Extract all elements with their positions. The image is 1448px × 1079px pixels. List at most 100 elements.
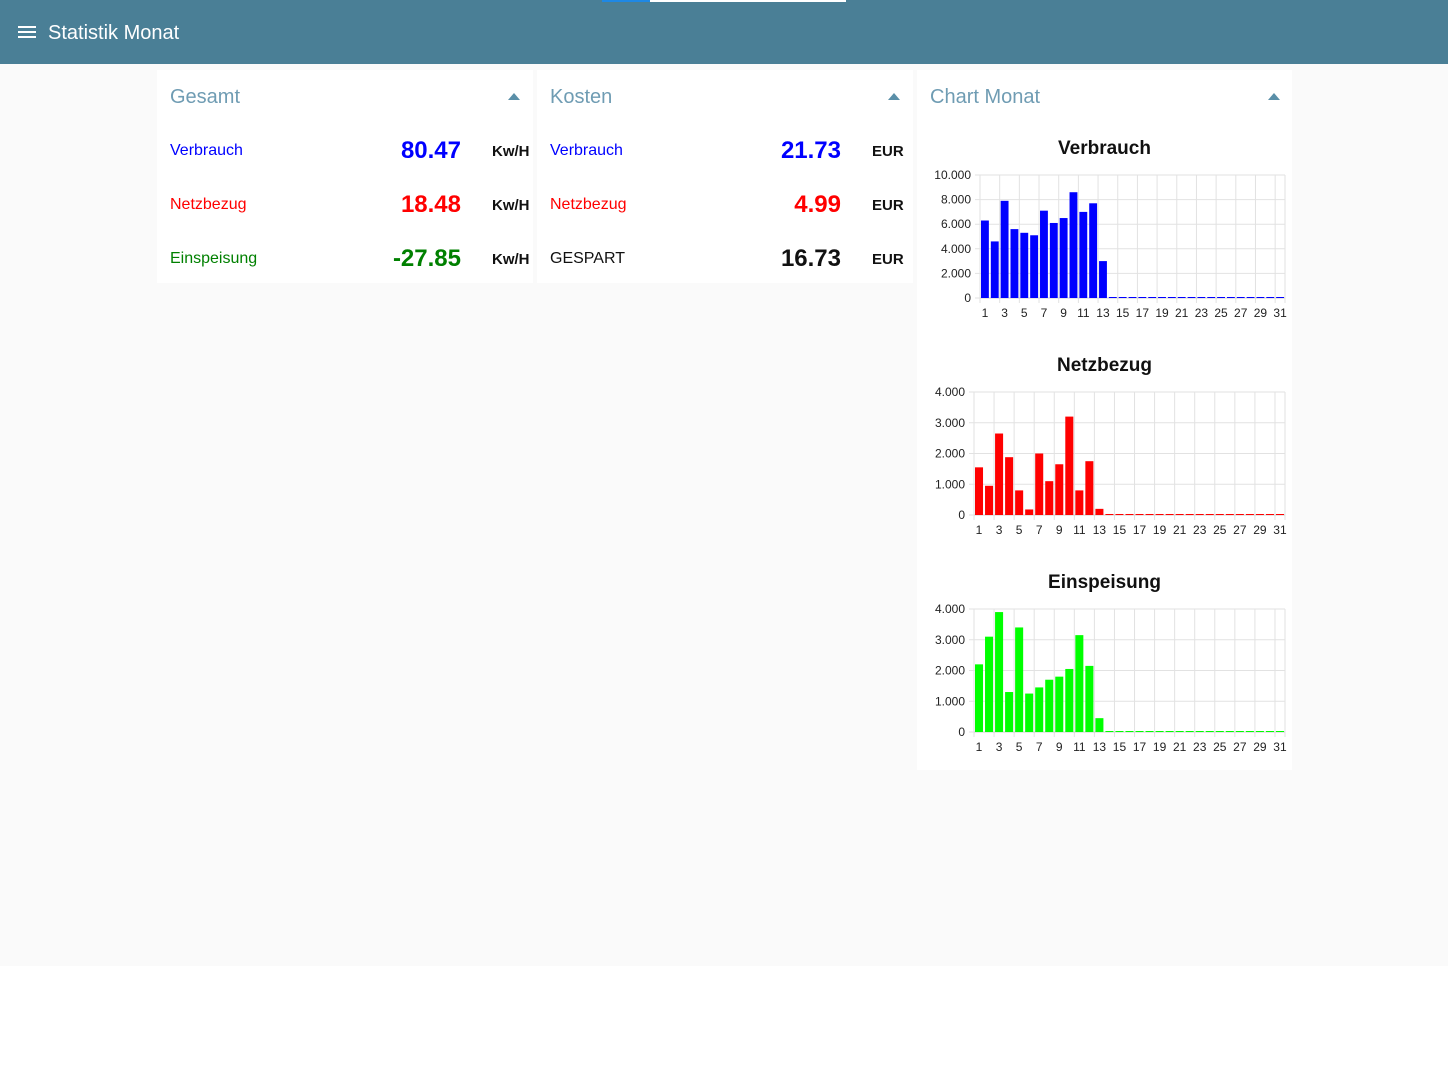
x-tick-label: 9 bbox=[1060, 306, 1067, 320]
y-tick-label: 3.000 bbox=[935, 633, 965, 647]
card-title: Gesamt bbox=[170, 86, 241, 108]
bar bbox=[1155, 731, 1164, 732]
bar bbox=[1115, 514, 1124, 515]
bar bbox=[1055, 464, 1064, 515]
bar bbox=[1065, 668, 1074, 732]
collapse-arrow-icon[interactable] bbox=[1268, 93, 1280, 100]
y-tick-label: 3.000 bbox=[935, 416, 965, 430]
y-tick-label: 0 bbox=[958, 508, 965, 522]
chart-title-einspeisung: Einspeisung bbox=[1048, 572, 1161, 593]
bar bbox=[1167, 297, 1176, 298]
bar bbox=[1069, 192, 1078, 298]
x-tick-label: 7 bbox=[1036, 740, 1043, 754]
bar bbox=[1165, 514, 1174, 515]
x-tick-label: 29 bbox=[1254, 306, 1268, 320]
bar bbox=[1245, 514, 1254, 515]
x-tick-label: 11 bbox=[1073, 523, 1086, 537]
bar bbox=[1059, 218, 1068, 298]
collapse-arrow-icon[interactable] bbox=[508, 93, 520, 100]
x-tick-label: 31 bbox=[1273, 740, 1287, 754]
bar bbox=[1145, 731, 1154, 732]
x-tick-label: 11 bbox=[1077, 306, 1090, 320]
bar bbox=[1255, 731, 1264, 732]
row-value-verbrauch: 80.47 bbox=[400, 137, 461, 164]
row-unit-netzbezug: EUR bbox=[872, 197, 904, 214]
row-label-gespart: GESPART bbox=[550, 250, 625, 267]
chart-title-verbrauch: Verbrauch bbox=[1058, 138, 1151, 159]
y-tick-label: 4.000 bbox=[941, 242, 971, 256]
x-tick-label: 25 bbox=[1214, 306, 1228, 320]
bar bbox=[1115, 731, 1124, 732]
bar bbox=[1085, 461, 1094, 515]
bar bbox=[1165, 731, 1174, 732]
x-tick-label: 17 bbox=[1133, 523, 1147, 537]
y-tick-label: 2.000 bbox=[941, 266, 971, 280]
x-tick-label: 31 bbox=[1273, 523, 1287, 537]
x-tick-label: 19 bbox=[1153, 740, 1167, 754]
row-unit-verbrauch: EUR bbox=[872, 143, 904, 160]
row-label-verbrauch: Verbrauch bbox=[170, 142, 243, 159]
bar bbox=[1075, 490, 1084, 515]
collapse-arrow-icon[interactable] bbox=[888, 93, 900, 100]
x-tick-label: 1 bbox=[982, 306, 989, 320]
x-tick-label: 27 bbox=[1234, 306, 1248, 320]
bar bbox=[1128, 297, 1137, 298]
bar bbox=[1236, 297, 1245, 298]
y-tick-label: 2.000 bbox=[935, 664, 965, 678]
row-label-netzbezug: Netzbezug bbox=[550, 196, 627, 213]
y-tick-label: 4.000 bbox=[935, 602, 965, 616]
loading-indicator bbox=[602, 0, 650, 2]
x-tick-label: 1 bbox=[976, 523, 983, 537]
bar bbox=[1207, 297, 1216, 298]
x-tick-label: 25 bbox=[1213, 523, 1227, 537]
menu-icon[interactable] bbox=[18, 26, 38, 42]
bar bbox=[1005, 692, 1014, 732]
bar bbox=[1045, 481, 1054, 515]
bar bbox=[1148, 297, 1157, 298]
card-kosten: Kosten Verbrauch 21.73 EUR Netzbezug 4.9… bbox=[537, 70, 913, 283]
bar bbox=[1118, 297, 1127, 298]
bar bbox=[1215, 731, 1224, 732]
row-value-netzbezug: 4.99 bbox=[794, 191, 841, 218]
bar bbox=[975, 664, 984, 732]
bar bbox=[1045, 679, 1054, 732]
bar bbox=[1275, 731, 1284, 732]
bar bbox=[1205, 731, 1214, 732]
bar bbox=[1010, 229, 1019, 298]
row-unit-einspeisung: Kw/H bbox=[492, 251, 530, 268]
bar bbox=[1177, 297, 1186, 298]
x-tick-label: 21 bbox=[1175, 306, 1189, 320]
row-unit-netzbezug: Kw/H bbox=[492, 197, 530, 214]
bar bbox=[1266, 297, 1275, 298]
bar bbox=[1079, 211, 1088, 298]
x-tick-label: 7 bbox=[1041, 306, 1048, 320]
x-tick-label: 19 bbox=[1155, 306, 1169, 320]
y-tick-label: 0 bbox=[964, 291, 971, 305]
x-tick-label: 31 bbox=[1273, 306, 1287, 320]
bar bbox=[1040, 210, 1048, 298]
bar bbox=[1035, 687, 1044, 732]
x-tick-label: 15 bbox=[1116, 306, 1130, 320]
bar bbox=[1005, 457, 1014, 515]
bar bbox=[1145, 514, 1154, 515]
y-tick-label: 8.000 bbox=[941, 193, 971, 207]
bar bbox=[1035, 453, 1044, 515]
x-tick-label: 27 bbox=[1233, 523, 1247, 537]
bar bbox=[1108, 297, 1117, 298]
bar bbox=[1226, 297, 1235, 298]
x-tick-label: 13 bbox=[1093, 740, 1107, 754]
bar bbox=[1195, 731, 1204, 732]
bar bbox=[1235, 731, 1244, 732]
card-gesamt: Gesamt Verbrauch 80.47 Kw/H Netzbezug 18… bbox=[157, 70, 533, 283]
row-value-gespart: 16.73 bbox=[780, 245, 841, 272]
bar bbox=[1215, 514, 1224, 515]
y-tick-label: 4.000 bbox=[935, 385, 965, 399]
card-title: Chart Monat bbox=[930, 86, 1041, 108]
bar bbox=[1030, 235, 1039, 298]
y-tick-label: 0 bbox=[958, 725, 965, 739]
bar bbox=[1055, 676, 1064, 732]
bar bbox=[1095, 508, 1104, 515]
